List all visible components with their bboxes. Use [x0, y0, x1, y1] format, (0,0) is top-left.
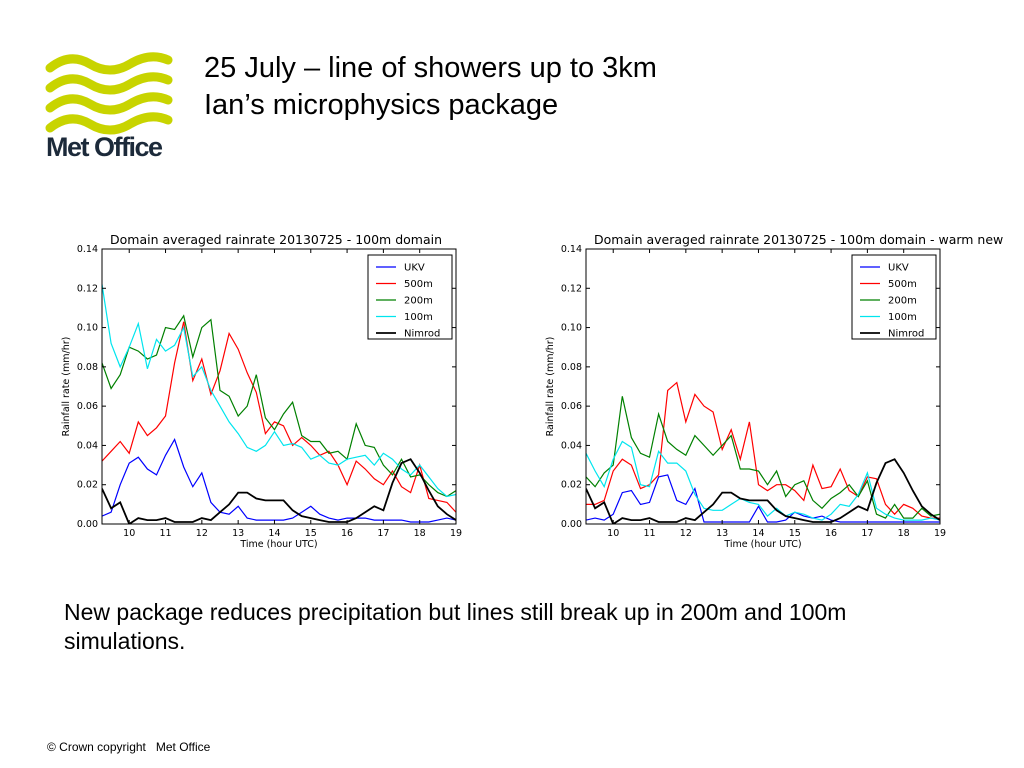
series-line-500m	[102, 321, 456, 513]
y-tick-label: 0.00	[561, 519, 582, 530]
legend-label: 200m	[888, 296, 917, 307]
series-line-ukv	[102, 438, 456, 523]
y-tick-label: 0.04	[77, 440, 98, 451]
y-tick-label: 0.04	[561, 440, 582, 451]
series-line-100m	[102, 284, 456, 498]
y-tick-label: 0.08	[77, 362, 98, 373]
x-axis-label: Time (hour UTC)	[723, 539, 801, 550]
x-tick-label: 18	[898, 528, 910, 539]
x-tick-label: 19	[450, 528, 462, 539]
summary-text: New package reduces precipitation but li…	[64, 599, 847, 654]
legend-label: 500m	[888, 279, 917, 290]
y-tick-label: 0.06	[561, 401, 582, 412]
y-axis-label: Rainfall rate (mm/hr)	[61, 337, 72, 437]
legend-label: 200m	[404, 296, 433, 307]
legend-label: Nimrod	[888, 329, 924, 340]
legend-label: UKV	[888, 263, 909, 274]
met-office-logo-icon	[45, 52, 173, 135]
x-tick-label: 12	[196, 528, 208, 539]
chart-title: Domain averaged rainrate 20130725 - 100m…	[594, 232, 1003, 247]
y-tick-label: 0.10	[561, 323, 582, 334]
title-line-2: Ian’s microphysics package	[204, 89, 559, 121]
x-tick-label: 15	[789, 528, 801, 539]
legend-label: 100m	[404, 312, 433, 323]
x-tick-label: 16	[341, 528, 353, 539]
x-tick-label: 17	[377, 528, 389, 539]
y-tick-label: 0.12	[77, 283, 98, 294]
series-line-nimrod	[586, 458, 940, 524]
x-tick-label: 18	[414, 528, 426, 539]
x-tick-label: 11	[643, 528, 655, 539]
x-tick-label: 14	[268, 528, 280, 539]
legend-label: 100m	[888, 312, 917, 323]
series-line-500m	[586, 381, 940, 519]
y-axis-label: Rainfall rate (mm/hr)	[545, 337, 556, 437]
series-line-ukv	[586, 474, 940, 523]
x-tick-label: 13	[716, 528, 728, 539]
series-line-nimrod	[102, 458, 456, 524]
series-line-200m	[102, 314, 456, 498]
x-tick-label: 19	[934, 528, 946, 539]
y-tick-label: 0.02	[77, 480, 98, 491]
page-title: 25 July – line of showers up to 3km Ian’…	[204, 50, 657, 124]
plot-frame	[585, 248, 941, 525]
logo-text: Met Office	[46, 132, 163, 162]
chart-rainrate-100m-warm-new: Domain averaged rainrate 20130725 - 100m…	[540, 226, 1024, 556]
series-line-100m	[586, 440, 940, 521]
y-tick-label: 0.02	[561, 480, 582, 491]
y-tick-label: 0.14	[77, 244, 98, 255]
series-group	[586, 381, 940, 524]
chart-svg: Domain averaged rainrate 20130725 - 100m…	[545, 232, 1003, 550]
y-tick-label: 0.00	[77, 519, 98, 530]
x-tick-label: 15	[305, 528, 317, 539]
x-tick-label: 10	[123, 528, 135, 539]
x-axis-label: Time (hour UTC)	[239, 539, 317, 550]
title-line-1: 25 July – line of showers up to 3km	[204, 52, 657, 84]
y-tick-label: 0.08	[561, 362, 582, 373]
legend-label: Nimrod	[404, 329, 440, 340]
plot-frame	[101, 248, 457, 525]
x-tick-label: 17	[861, 528, 873, 539]
y-tick-label: 0.10	[77, 323, 98, 334]
y-tick-label: 0.06	[77, 401, 98, 412]
y-tick-label: 0.14	[561, 244, 582, 255]
chart-svg: Domain averaged rainrate 20130725 - 100m…	[61, 232, 462, 550]
chart-rainrate-100m: Domain averaged rainrate 20130725 - 100m…	[56, 226, 546, 556]
legend-box	[367, 254, 453, 340]
legend-box	[851, 254, 937, 340]
copyright-footer: © Crown copyright Met Office	[47, 740, 211, 754]
chart-title: Domain averaged rainrate 20130725 - 100m…	[110, 232, 442, 247]
x-tick-label: 11	[159, 528, 171, 539]
legend-label: UKV	[404, 263, 425, 274]
x-tick-label: 10	[607, 528, 619, 539]
x-tick-label: 16	[825, 528, 837, 539]
y-tick-label: 0.12	[561, 283, 582, 294]
x-tick-label: 12	[680, 528, 692, 539]
x-tick-label: 14	[752, 528, 764, 539]
legend-label: 500m	[404, 279, 433, 290]
x-tick-label: 13	[232, 528, 244, 539]
series-group	[102, 284, 456, 524]
series-line-200m	[586, 396, 940, 519]
